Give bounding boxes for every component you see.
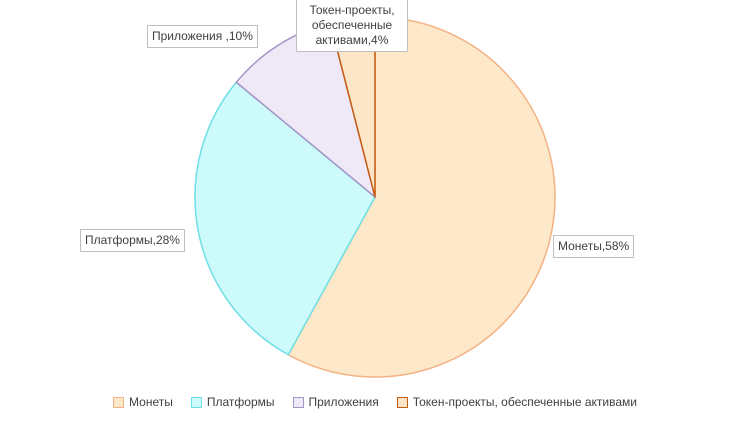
data-label: Монеты,58% <box>553 235 635 258</box>
legend-label: Монеты <box>129 395 173 409</box>
legend-item: Токен-проекты, обеспеченные активами <box>396 395 637 409</box>
legend-item: Платформы <box>190 395 275 409</box>
legend-swatch <box>190 396 202 408</box>
legend-swatch <box>113 396 125 408</box>
data-label: Платформы,28% <box>80 229 185 252</box>
data-label: Приложения ,10% <box>147 25 258 48</box>
pie-slice <box>194 81 376 356</box>
legend-swatch <box>292 396 304 408</box>
legend-swatch <box>396 396 408 408</box>
legend-label: Приложения <box>308 395 379 409</box>
pie-slice <box>287 16 556 378</box>
legend-item: Приложения <box>292 395 379 409</box>
data-label: Токен-проекты, обеспеченные активами,4% <box>296 0 408 52</box>
legend-item: Монеты <box>113 395 173 409</box>
legend: Монеты Платформы Приложения Токен-проекты, … <box>0 395 750 409</box>
legend-label: Токен-проекты, обеспеченные активами <box>412 395 637 409</box>
legend-label: Платформы <box>206 395 275 409</box>
